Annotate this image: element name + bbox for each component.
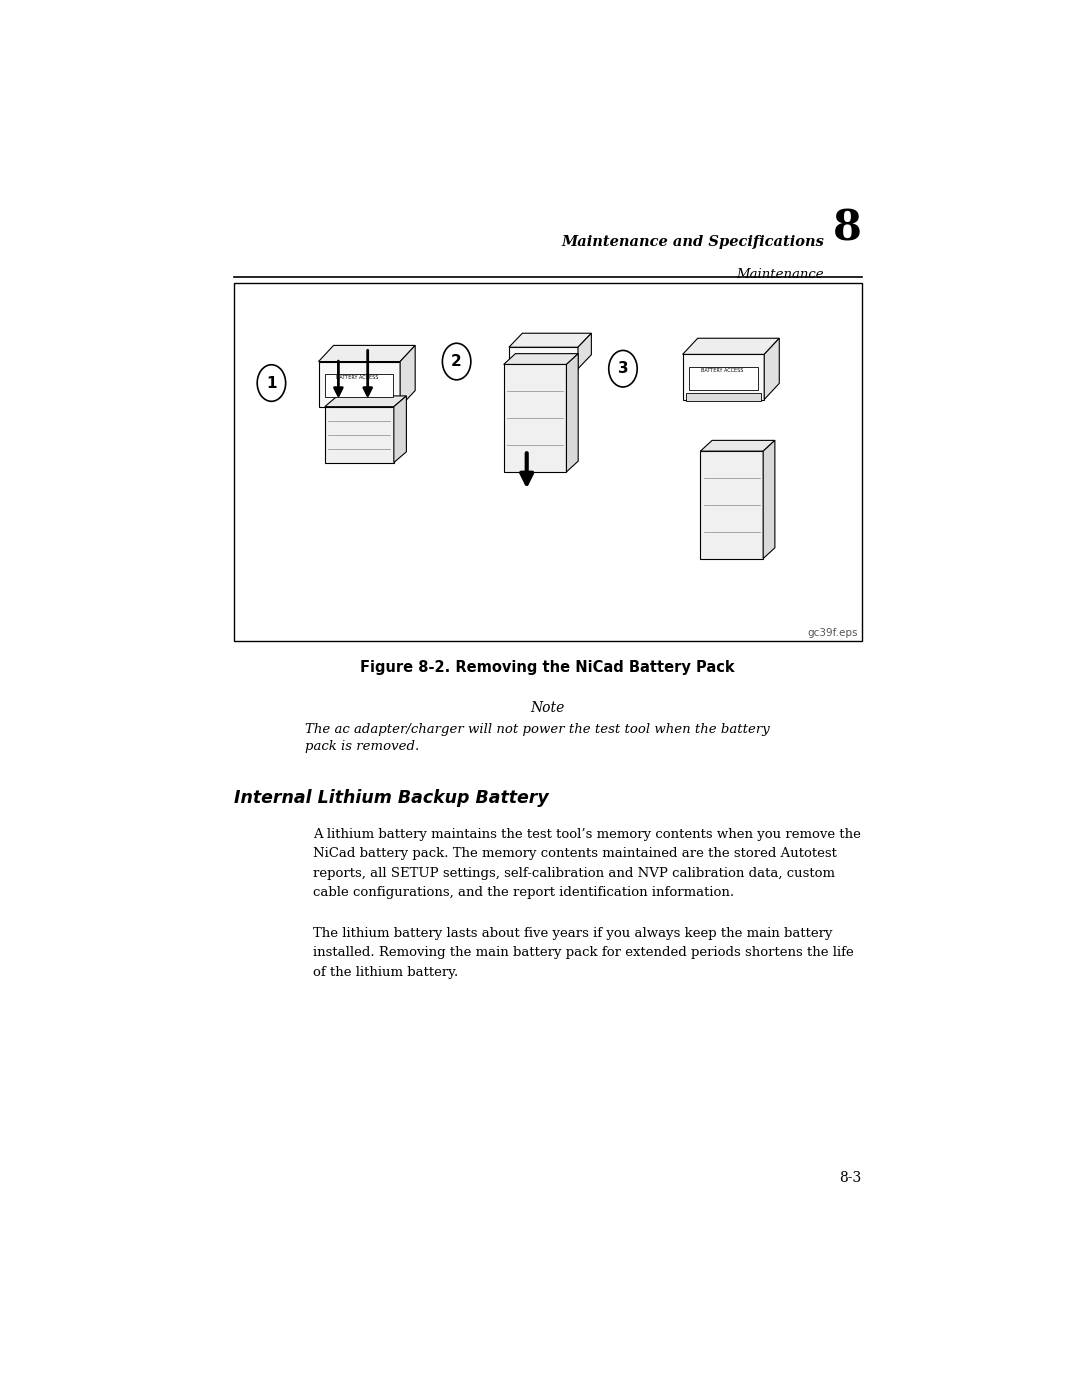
Bar <box>509 348 578 369</box>
Polygon shape <box>400 345 415 407</box>
Circle shape <box>257 365 285 401</box>
Polygon shape <box>394 395 406 462</box>
Text: Internal Lithium Backup Battery: Internal Lithium Backup Battery <box>233 789 549 807</box>
Polygon shape <box>319 345 415 362</box>
Text: A lithium battery maintains the test tool’s memory contents when you remove the: A lithium battery maintains the test too… <box>313 828 861 841</box>
Text: The ac adapter/charger will not power the test tool when the battery: The ac adapter/charger will not power th… <box>305 722 770 736</box>
Bar <box>683 355 765 400</box>
Text: 2: 2 <box>451 353 462 369</box>
Text: pack is removed.: pack is removed. <box>305 740 419 753</box>
Text: 8: 8 <box>833 207 862 250</box>
Text: NiCad battery pack. The memory contents maintained are the stored Autotest: NiCad battery pack. The memory contents … <box>313 848 837 861</box>
Text: BATTERY ACCESS: BATTERY ACCESS <box>337 376 379 380</box>
Polygon shape <box>567 353 578 472</box>
Polygon shape <box>325 395 406 407</box>
Polygon shape <box>503 353 578 365</box>
Text: BATTERY ACCESS: BATTERY ACCESS <box>701 367 743 373</box>
Text: Maintenance and Specifications: Maintenance and Specifications <box>561 235 824 250</box>
Text: Maintenance: Maintenance <box>737 268 824 281</box>
Bar <box>701 451 764 559</box>
Text: 3: 3 <box>618 362 629 376</box>
Text: cable configurations, and the report identification information.: cable configurations, and the report ide… <box>313 886 734 900</box>
Bar <box>325 374 393 397</box>
Circle shape <box>443 344 471 380</box>
Polygon shape <box>765 338 780 400</box>
Text: 8-3: 8-3 <box>839 1171 862 1185</box>
Text: Note: Note <box>530 701 565 715</box>
Text: Figure 8-2. Removing the NiCad Battery Pack: Figure 8-2. Removing the NiCad Battery P… <box>361 661 735 675</box>
Polygon shape <box>701 440 774 451</box>
Polygon shape <box>509 334 592 348</box>
Text: gc39f.eps: gc39f.eps <box>808 627 859 637</box>
Bar <box>319 362 400 407</box>
Text: The lithium battery lasts about five years if you always keep the main battery: The lithium battery lasts about five yea… <box>313 928 833 940</box>
Bar <box>686 393 761 401</box>
Text: of the lithium battery.: of the lithium battery. <box>313 965 459 979</box>
Bar <box>503 365 567 472</box>
Bar <box>325 407 394 462</box>
Bar <box>233 282 862 641</box>
Text: 1: 1 <box>266 376 276 391</box>
Polygon shape <box>683 338 780 355</box>
Polygon shape <box>578 334 592 369</box>
Text: reports, all SETUP settings, self-calibration and NVP calibration data, custom: reports, all SETUP settings, self-calibr… <box>313 866 835 880</box>
Text: installed. Removing the main battery pack for extended periods shortens the life: installed. Removing the main battery pac… <box>313 946 854 960</box>
Circle shape <box>609 351 637 387</box>
Bar <box>689 367 757 390</box>
Polygon shape <box>764 440 774 559</box>
